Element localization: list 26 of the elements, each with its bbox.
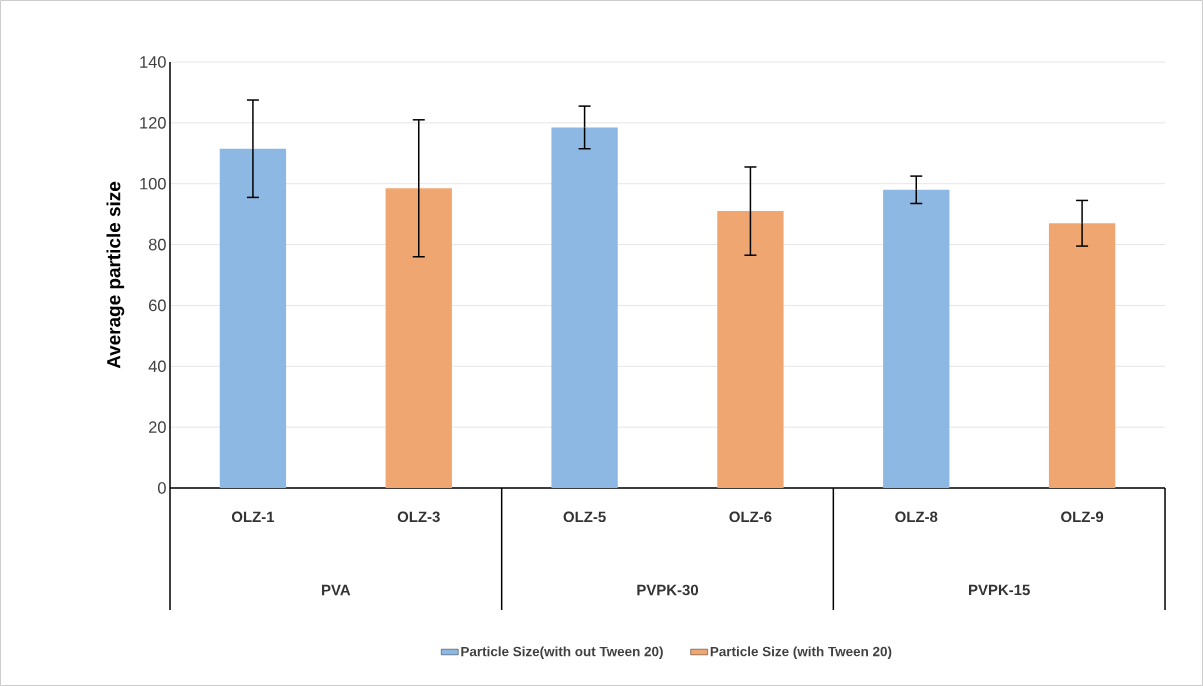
bar [551, 127, 618, 488]
text: PVA [322, 584, 351, 596]
x-tick-label: OLZ-8 [895, 511, 938, 523]
x-tick-label: OLZ-6 [729, 511, 772, 523]
bar [385, 188, 452, 488]
x-tick-label: OLZ-1 [231, 511, 275, 523]
y-tick-label: 140 [140, 56, 166, 68]
legend-label: Particle Size(with out Tween 20) [461, 646, 663, 659]
text: PVPK-30 [637, 584, 699, 596]
y-tick-label: 0 [157, 482, 166, 494]
y-tick-label: 80 [148, 238, 166, 251]
bar [219, 148, 287, 488]
y-tick-label: 100 [140, 177, 166, 190]
bar [717, 211, 784, 488]
x-tick-label: OLZ-9 [1061, 511, 1104, 523]
x-tick-label: OLZ-5 [563, 511, 606, 523]
y-tick-label: 20 [149, 421, 166, 433]
bar [883, 189, 950, 488]
x-tick-label: OLZ-3 [397, 511, 440, 523]
bar [1048, 223, 1116, 488]
y-tick-label: 40 [148, 360, 166, 373]
legend-label: Particle Size (with Tween 20) [710, 646, 892, 659]
y-axis-title: Average particle size [106, 181, 125, 369]
text: PVPK-15 [969, 584, 1030, 596]
y-tick-label: 60 [149, 299, 166, 312]
y-tick-label: 120 [140, 117, 166, 129]
